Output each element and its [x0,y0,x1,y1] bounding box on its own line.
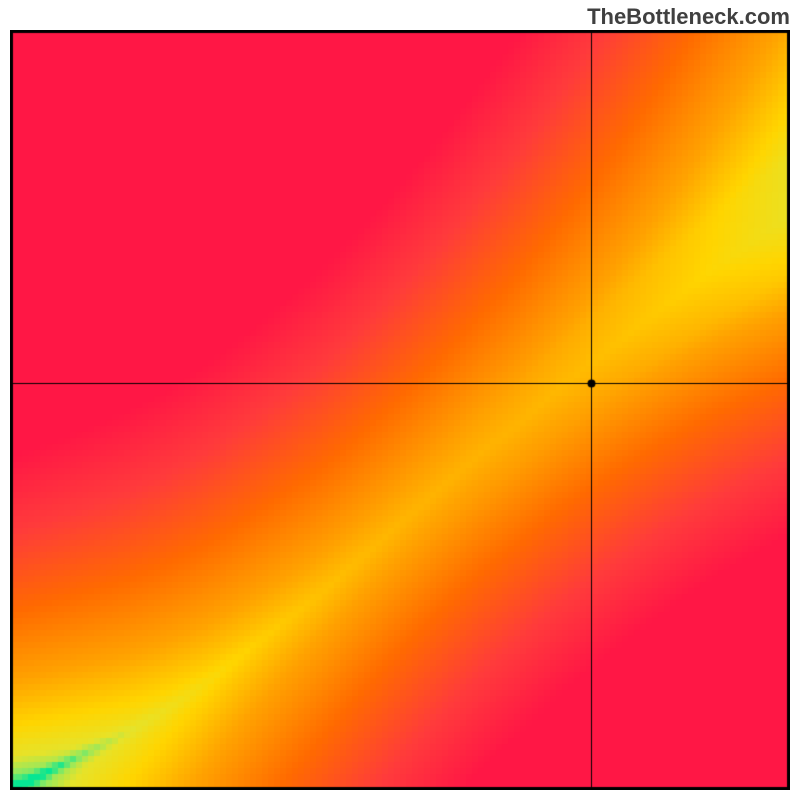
overlay-canvas [10,30,790,790]
chart-container: TheBottleneck.com [0,0,800,800]
watermark-text: TheBottleneck.com [587,4,790,30]
plot-frame [10,30,790,790]
